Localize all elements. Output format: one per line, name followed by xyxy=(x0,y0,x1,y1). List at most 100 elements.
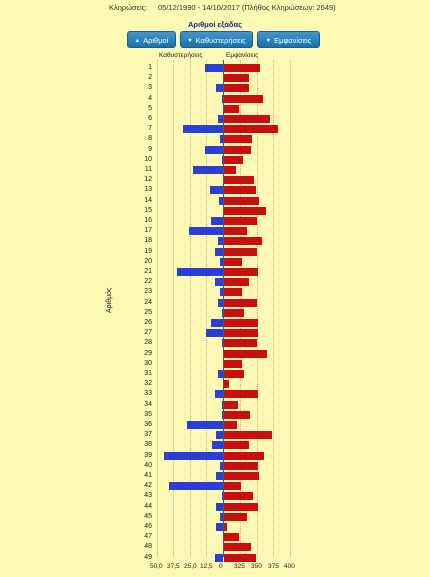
delay-bar[interactable] xyxy=(204,64,223,72)
appearance-bar[interactable] xyxy=(224,145,252,154)
delay-bar[interactable] xyxy=(188,227,223,236)
appearance-bar[interactable] xyxy=(224,533,239,542)
appearance-bar[interactable] xyxy=(224,400,239,409)
category-label: 1 xyxy=(148,64,152,71)
delay-bar[interactable] xyxy=(220,512,223,521)
sort-by-appearances-button[interactable]: ▼ Εμφανίσεις xyxy=(257,31,320,48)
delay-bar[interactable] xyxy=(221,400,223,409)
delay-bar[interactable] xyxy=(220,288,223,297)
appearance-bar[interactable] xyxy=(224,319,258,327)
delay-bar[interactable] xyxy=(215,247,223,256)
appearance-bar[interactable] xyxy=(224,155,244,164)
appearance-bar[interactable] xyxy=(224,247,257,256)
delay-bar[interactable] xyxy=(221,410,223,419)
appearance-bar[interactable] xyxy=(224,74,249,83)
appearance-bar[interactable] xyxy=(224,390,259,399)
appearance-bar[interactable] xyxy=(224,135,253,144)
appearance-bar[interactable] xyxy=(224,268,258,276)
x-tick-label: 0 xyxy=(219,563,223,570)
delay-bar[interactable] xyxy=(212,441,223,450)
appearance-bar[interactable] xyxy=(224,166,237,174)
delay-bar[interactable] xyxy=(216,523,223,531)
delay-bar[interactable] xyxy=(216,84,223,93)
delay-bar[interactable] xyxy=(168,482,223,491)
category-label: 7 xyxy=(148,125,152,133)
appearance-bar[interactable] xyxy=(224,227,247,236)
delay-bar[interactable] xyxy=(216,472,223,480)
delay-bar[interactable] xyxy=(220,257,223,266)
appearance-bar[interactable] xyxy=(224,278,250,287)
delay-bar[interactable] xyxy=(215,390,223,399)
appearance-bar[interactable] xyxy=(224,431,273,440)
sort-by-delays-button[interactable]: ▼ Καθυστερήσεις xyxy=(180,31,253,48)
appearance-bar[interactable] xyxy=(224,196,259,205)
delay-bar[interactable] xyxy=(217,370,223,378)
delay-bar[interactable] xyxy=(187,421,223,429)
delay-bar[interactable] xyxy=(221,339,223,348)
appearance-bar[interactable] xyxy=(224,206,266,215)
delay-bar[interactable] xyxy=(221,308,223,317)
appearance-bar[interactable] xyxy=(224,308,245,317)
appearance-bar[interactable] xyxy=(224,543,251,552)
appearance-bar[interactable] xyxy=(224,553,257,562)
delay-bar[interactable] xyxy=(163,451,223,460)
category-label: 39 xyxy=(144,451,152,459)
appearance-bar[interactable] xyxy=(224,349,267,358)
delay-bar[interactable] xyxy=(204,145,223,154)
appearance-bar[interactable] xyxy=(224,64,260,72)
appearance-bar[interactable] xyxy=(224,288,243,297)
delay-bar[interactable] xyxy=(217,115,223,123)
delay-bar[interactable] xyxy=(220,461,223,470)
delay-bar[interactable] xyxy=(215,553,223,562)
delay-bar[interactable] xyxy=(211,319,223,327)
appearance-bar[interactable] xyxy=(224,523,227,531)
appearance-bar[interactable] xyxy=(224,339,257,348)
category-label: 45 xyxy=(144,512,152,520)
appearance-bar[interactable] xyxy=(224,441,250,450)
appearance-bar[interactable] xyxy=(224,512,248,521)
appearance-bar[interactable] xyxy=(224,217,257,225)
appearance-bar[interactable] xyxy=(224,329,258,338)
delay-bar[interactable] xyxy=(215,278,223,287)
delay-bar[interactable] xyxy=(209,186,223,195)
delay-bar[interactable] xyxy=(221,155,223,164)
delay-bar[interactable] xyxy=(183,125,223,134)
appearance-bar[interactable] xyxy=(224,410,251,419)
grid-line xyxy=(190,60,191,557)
appearance-bar[interactable] xyxy=(224,186,257,195)
appearance-bar[interactable] xyxy=(224,176,255,185)
delay-bar[interactable] xyxy=(192,166,223,174)
delay-bar[interactable] xyxy=(220,135,223,144)
category-label: 10 xyxy=(144,155,152,163)
appearance-bar[interactable] xyxy=(224,472,259,480)
appearance-bar[interactable] xyxy=(224,359,243,368)
delay-bar[interactable] xyxy=(217,237,223,246)
category-label: 40 xyxy=(144,461,152,469)
delay-bar[interactable] xyxy=(219,196,223,205)
delay-bar[interactable] xyxy=(216,502,223,511)
appearance-bar[interactable] xyxy=(224,125,279,134)
delay-bar[interactable] xyxy=(211,217,223,225)
appearance-bar[interactable] xyxy=(224,84,249,93)
sort-by-number-button[interactable]: ▲ Αριθμοί xyxy=(127,31,176,48)
appearance-bar[interactable] xyxy=(224,502,258,511)
appearance-bar[interactable] xyxy=(224,421,238,429)
appearance-bar[interactable] xyxy=(224,380,230,389)
appearance-bar[interactable] xyxy=(224,257,243,266)
appearance-bar[interactable] xyxy=(224,298,257,307)
appearance-bar[interactable] xyxy=(224,461,259,470)
appearance-bar[interactable] xyxy=(224,94,263,103)
appearance-bar[interactable] xyxy=(224,104,239,113)
delay-bar[interactable] xyxy=(205,329,223,338)
delay-bar[interactable] xyxy=(221,492,223,501)
appearance-bar[interactable] xyxy=(224,115,270,123)
appearance-bar[interactable] xyxy=(224,237,262,246)
delay-bar[interactable] xyxy=(221,94,223,103)
appearance-bar[interactable] xyxy=(224,451,264,460)
delay-bar[interactable] xyxy=(216,431,223,440)
appearance-bar[interactable] xyxy=(224,482,242,491)
delay-bar[interactable] xyxy=(176,268,223,276)
appearance-bar[interactable] xyxy=(224,492,253,501)
delay-bar[interactable] xyxy=(217,298,223,307)
appearance-bar[interactable] xyxy=(224,370,245,378)
